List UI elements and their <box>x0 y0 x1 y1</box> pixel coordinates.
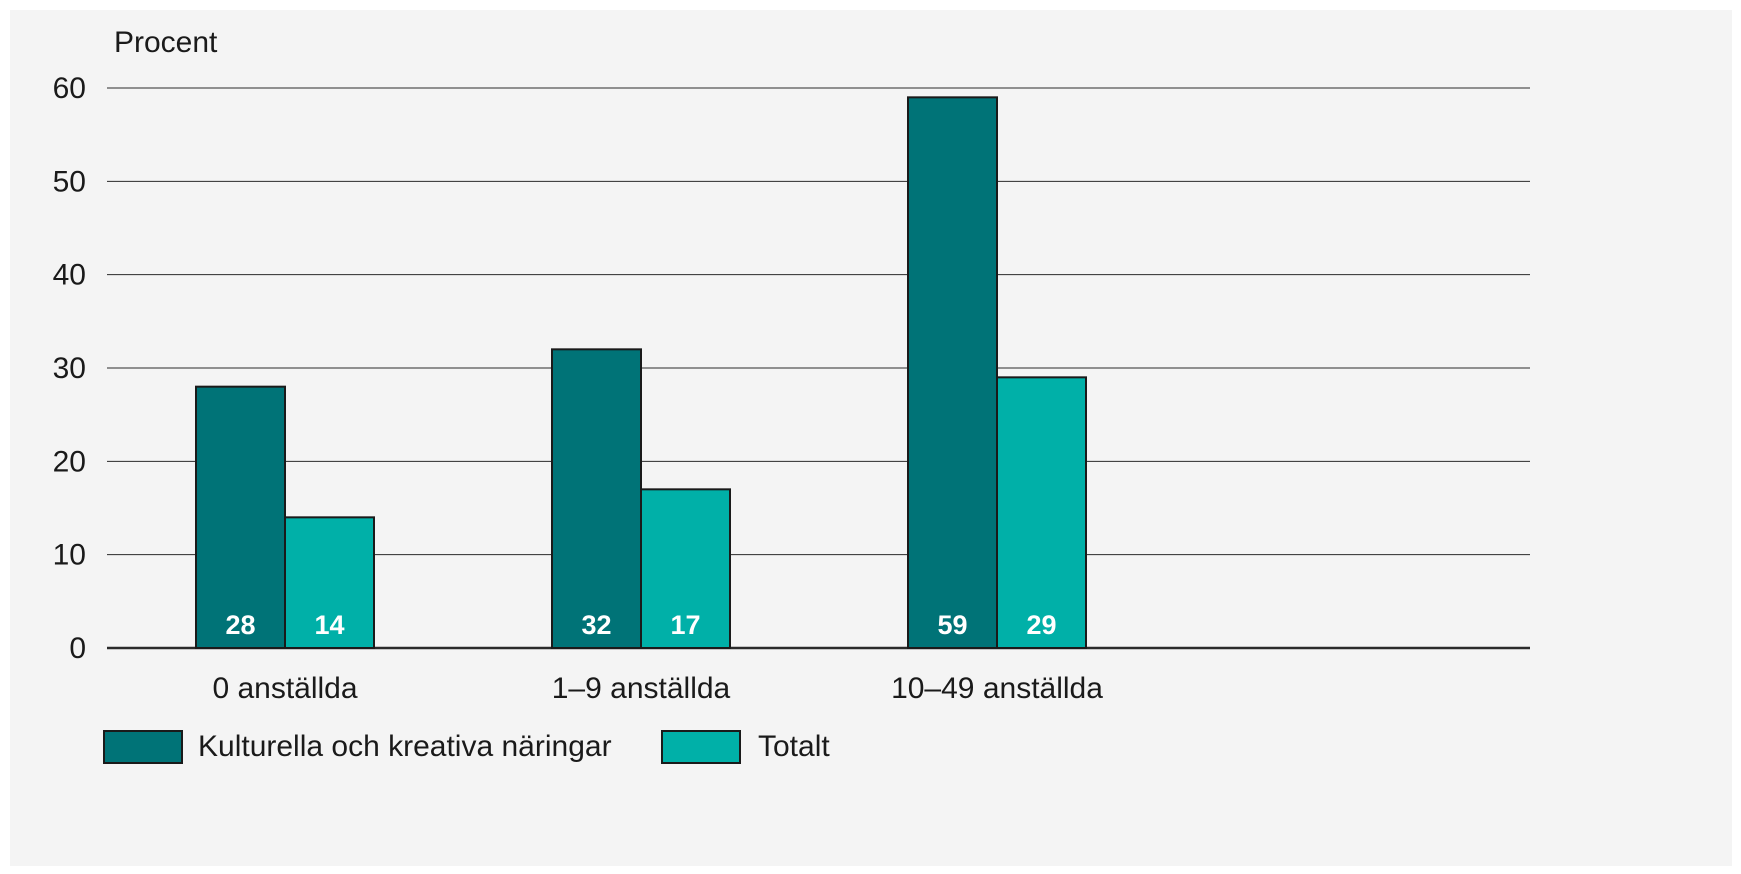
bar <box>284 516 375 650</box>
y-tick-label: 50 <box>53 165 86 198</box>
bar-value-label: 14 <box>314 610 344 640</box>
chart-panel: Procent 0 10 20 30 40 50 60 28 14 32 17 59 29 0 ans… <box>10 10 1732 866</box>
x-category-label: 10–49 anställda <box>891 672 1103 705</box>
y-tick-label: 10 <box>53 539 86 572</box>
x-axis-categories: 0 anställda 1–9 anställda 10–49 anställda <box>212 672 1103 705</box>
bar-value-label: 32 <box>581 610 611 640</box>
x-category-label: 0 anställda <box>212 672 357 705</box>
y-tick-label: 60 <box>53 72 86 105</box>
y-tick-label: 30 <box>53 352 86 385</box>
bars: 28 14 32 17 59 29 <box>195 96 1087 650</box>
bar <box>640 488 731 650</box>
bar <box>551 348 642 649</box>
y-tick-label: 0 <box>69 632 86 665</box>
bar-value-label: 28 <box>225 610 255 640</box>
y-tick-label: 20 <box>53 445 86 478</box>
y-tick-label: 40 <box>53 259 86 292</box>
legend-label: Kulturella och kreativa näringar <box>198 730 612 763</box>
x-category-label: 1–9 anställda <box>552 672 731 705</box>
bar <box>195 385 286 649</box>
bar-value-label: 59 <box>937 610 967 640</box>
bar-chart: Procent 0 10 20 30 40 50 60 28 14 32 17 59 29 0 ans… <box>53 26 1530 764</box>
legend-swatch <box>661 730 741 764</box>
bar <box>907 96 998 650</box>
y-axis-ticks: 0 10 20 30 40 50 60 <box>53 72 86 665</box>
legend-label: Totalt <box>758 730 830 763</box>
legend-swatch <box>103 730 183 764</box>
y-axis-label: Procent <box>114 26 218 59</box>
bar <box>996 376 1087 649</box>
bar-value-label: 29 <box>1026 610 1056 640</box>
bar-value-label: 17 <box>670 610 700 640</box>
legend: Kulturella och kreativa näringar Totalt <box>103 730 830 764</box>
